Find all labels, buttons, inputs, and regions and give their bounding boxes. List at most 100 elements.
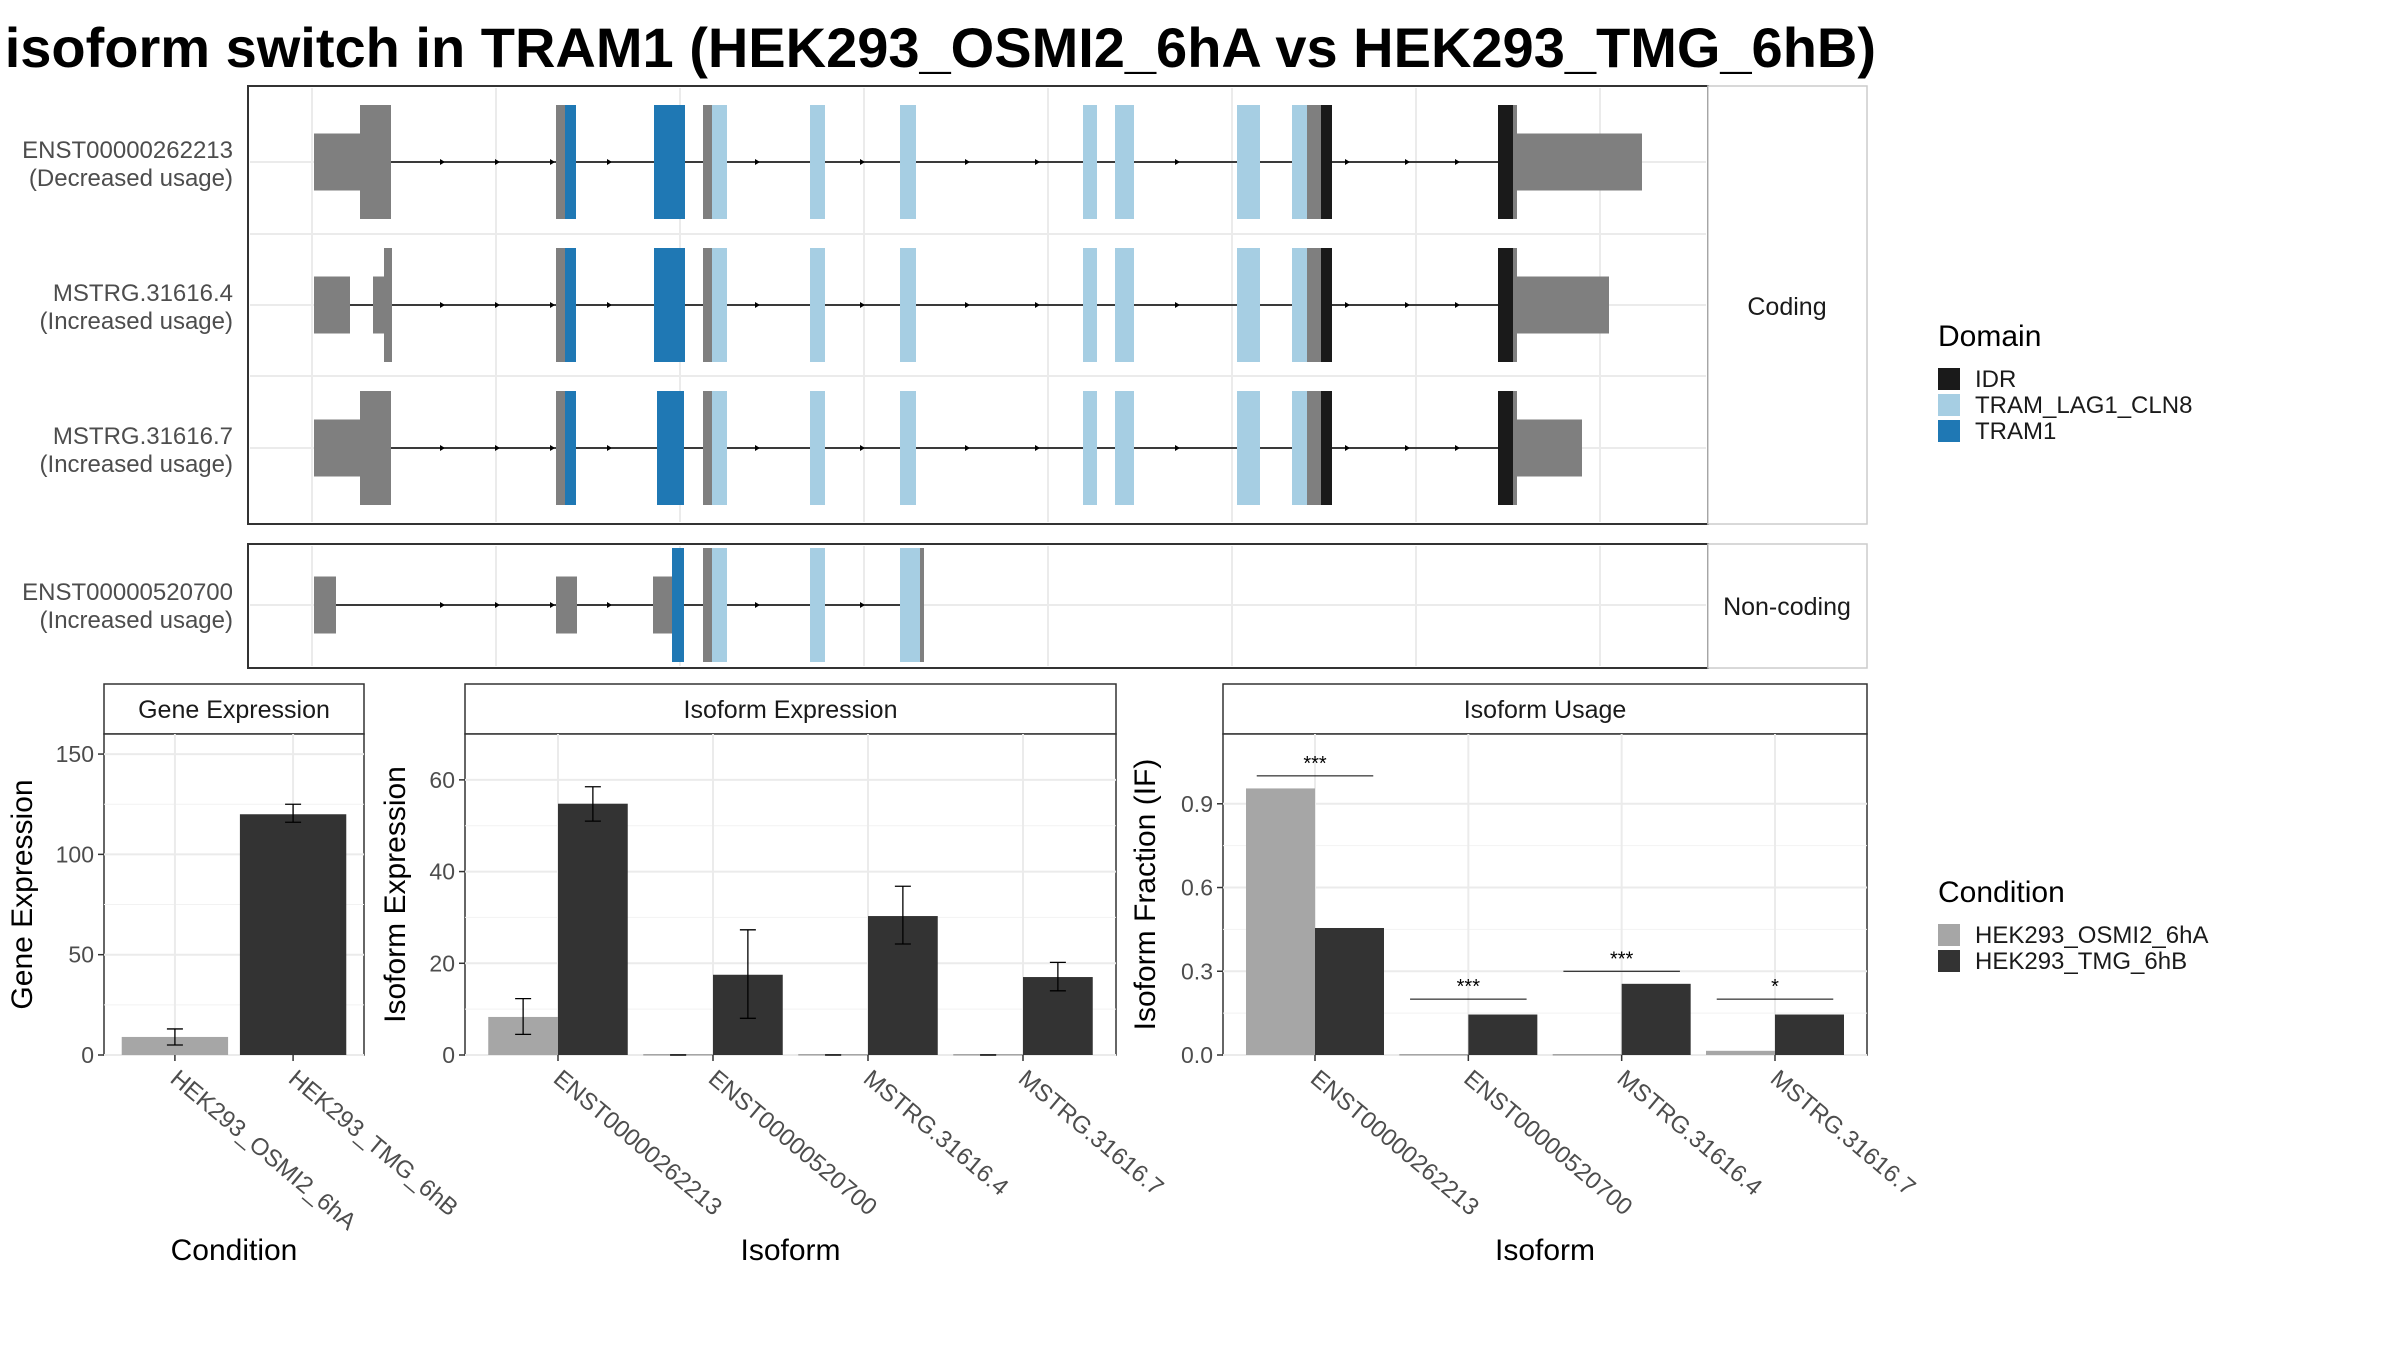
isoform-label-3-id: MSTRG.31616.7 xyxy=(53,423,233,450)
exon-block xyxy=(1237,105,1260,219)
bar xyxy=(1399,1054,1469,1056)
intron-arrow xyxy=(550,602,555,608)
x-tick-label: ENST00000520700 xyxy=(1458,1065,1637,1221)
isoform-label-1-usage: (Decreased usage) xyxy=(29,165,233,192)
exon-block xyxy=(360,391,391,505)
intron-arrow xyxy=(860,159,865,165)
exon-block xyxy=(1292,105,1307,219)
exon-block xyxy=(703,248,712,362)
isoform-expression-chart: Isoform Expression 0 20 40 60 ENST00000262213… xyxy=(379,683,1168,1267)
domain-legend-title: Domain xyxy=(1938,320,2041,353)
exon-block xyxy=(384,248,392,362)
y-tick-label: 0.0 xyxy=(1181,1042,1213,1068)
exon-block xyxy=(556,248,565,362)
y-tick-label: 0.6 xyxy=(1181,875,1213,901)
y-tick-label: 20 xyxy=(429,950,455,976)
legend-key-tram-lag1-cln8 xyxy=(1938,394,1960,416)
intron-arrow xyxy=(1175,302,1180,308)
exon-block xyxy=(712,391,727,505)
y-axis-title: Isoform Expression xyxy=(379,766,412,1023)
significance-label: *** xyxy=(1457,976,1481,998)
y-tick-label: 0.9 xyxy=(1181,791,1213,817)
significance-label: * xyxy=(1771,976,1779,998)
y-tick-label: 100 xyxy=(56,841,94,867)
exon-block xyxy=(1115,105,1134,219)
x-tick-label: ENST00000262213 xyxy=(1305,1065,1484,1221)
bar xyxy=(1552,1054,1622,1056)
legend-label-tram1: TRAM1 xyxy=(1975,418,2056,445)
exon-block xyxy=(565,248,576,362)
exon-block xyxy=(314,419,360,477)
coding-strip-label: Coding xyxy=(1747,293,1826,321)
exon-block xyxy=(1517,133,1642,191)
exon-block xyxy=(900,391,916,505)
exon-block xyxy=(1513,105,1517,219)
intron-arrow xyxy=(607,602,612,608)
isoform-label-4-id: ENST00000520700 xyxy=(22,579,233,606)
intron-arrow xyxy=(607,445,612,451)
bar xyxy=(1621,983,1691,1055)
exon-block xyxy=(565,391,576,505)
intron-arrow xyxy=(1405,302,1410,308)
intron-arrow xyxy=(495,302,500,308)
exon-block xyxy=(703,105,712,219)
exon-block xyxy=(1237,248,1260,362)
intron-arrow xyxy=(1175,159,1180,165)
isoform-label-4-usage: (Increased usage) xyxy=(40,607,233,634)
exon-block xyxy=(1498,105,1513,219)
transcript-track-2 xyxy=(314,248,1609,362)
exon-block xyxy=(1307,391,1321,505)
y-axis-title: Gene Expression xyxy=(6,779,39,1009)
intron-arrow xyxy=(440,302,445,308)
intron-arrow xyxy=(1035,445,1040,451)
exon-block xyxy=(1517,276,1609,334)
intron-arrow xyxy=(755,159,760,165)
intron-arrow xyxy=(550,445,555,451)
y-tick-label: 50 xyxy=(68,942,94,968)
bar xyxy=(1775,1014,1844,1055)
exon-block xyxy=(1321,391,1332,505)
exon-block xyxy=(1237,391,1260,505)
y-axis-title: Isoform Fraction (IF) xyxy=(1129,759,1162,1031)
exon-block xyxy=(360,105,391,219)
x-axis-title: Condition xyxy=(171,1234,298,1267)
y-tick-label: 40 xyxy=(429,859,455,885)
panel-strip xyxy=(103,683,365,735)
exon-block xyxy=(810,248,825,362)
intron-arrow xyxy=(495,445,500,451)
intron-arrow xyxy=(440,445,445,451)
intron-arrow xyxy=(965,302,970,308)
exon-block xyxy=(1498,391,1513,505)
significance-label: *** xyxy=(1610,948,1634,970)
intron-arrow xyxy=(1345,159,1350,165)
legend-label-osmi2: HEK293_OSMI2_6hA xyxy=(1975,922,2208,949)
exon-block xyxy=(1321,105,1332,219)
intron-arrow xyxy=(495,159,500,165)
exon-block xyxy=(1498,248,1513,362)
exon-block xyxy=(556,576,577,634)
intron-arrow xyxy=(440,602,445,608)
x-tick-label: MSTRG.31616.4 xyxy=(1612,1065,1767,1201)
y-tick-label: 0.3 xyxy=(1181,958,1213,984)
bar xyxy=(1468,1014,1538,1055)
exon-block xyxy=(810,548,825,662)
exon-block xyxy=(672,548,684,662)
panel-title: Isoform Usage xyxy=(1464,696,1627,724)
exon-block xyxy=(712,105,727,219)
x-tick-label: ENST00000520700 xyxy=(703,1065,882,1221)
intron-arrow xyxy=(755,602,760,608)
exon-block xyxy=(1517,419,1582,477)
isoform-label-2-usage: (Increased usage) xyxy=(40,308,233,335)
legend-key-osmi2 xyxy=(1938,924,1960,946)
intron-arrow xyxy=(1035,159,1040,165)
intron-arrow xyxy=(755,445,760,451)
intron-arrow xyxy=(860,602,865,608)
exon-block xyxy=(1292,248,1307,362)
intron-arrow xyxy=(1455,302,1460,308)
exon-block xyxy=(1115,248,1134,362)
exon-block xyxy=(810,391,825,505)
x-tick-label: MSTRG.31616.7 xyxy=(1013,1065,1168,1201)
exon-block xyxy=(900,548,920,662)
exon-block xyxy=(810,105,825,219)
